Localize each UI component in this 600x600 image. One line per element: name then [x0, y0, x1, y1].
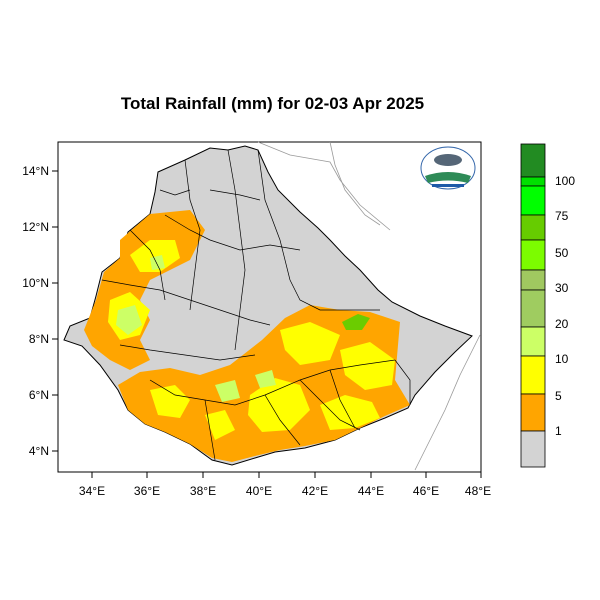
y-tick-label: 14°N [22, 164, 49, 178]
legend-swatch [520, 214, 546, 241]
y-axis: 14°N 12°N 10°N 8°N 6°N 4°N [22, 164, 58, 458]
x-tick-label: 36°E [134, 484, 160, 498]
rainfall-30-50mm [342, 314, 370, 330]
legend-label: 75 [555, 209, 569, 223]
rainfall-5-10mm [108, 240, 395, 440]
legend-swatch [520, 176, 546, 187]
legend-label: 10 [555, 352, 569, 366]
legend-label: 50 [555, 246, 569, 260]
legend-label: 1 [555, 424, 562, 438]
legend-swatch [520, 269, 546, 291]
x-tick-label: 44°E [358, 484, 384, 498]
legend-swatch [520, 393, 546, 432]
color-legend [520, 143, 546, 468]
y-tick-label: 4°N [29, 444, 49, 458]
legend-labels: 100 75 50 30 20 10 5 1 [555, 174, 575, 438]
legend-label: 20 [555, 317, 569, 331]
y-tick-label: 6°N [29, 388, 49, 402]
admin-boundaries [101, 149, 411, 461]
x-tick-label: 46°E [413, 484, 439, 498]
legend-label: 30 [555, 281, 569, 295]
x-tick-label: 34°E [79, 484, 105, 498]
x-axis: 34°E 36°E 38°E 40°E 42°E 44°E 46°E 48°E [79, 472, 491, 498]
x-tick-label: 38°E [190, 484, 216, 498]
page-title: Total Rainfall (mm) for 02-03 Apr 2025 [120, 94, 425, 113]
y-tick-label: 8°N [29, 332, 49, 346]
legend-swatch [520, 289, 546, 328]
legend-swatch [520, 143, 546, 178]
ethiopian-meteorology-institute-logo [420, 146, 476, 190]
y-tick-label: 12°N [22, 220, 49, 234]
legend-swatch [520, 239, 546, 271]
legend-swatch [520, 326, 546, 357]
neighbor-borders [257, 141, 481, 471]
legend-label: 100 [555, 174, 575, 188]
x-tick-label: 40°E [246, 484, 272, 498]
legend-swatch [520, 355, 546, 395]
rainfall-10-20mm [116, 255, 276, 402]
y-tick-label: 10°N [22, 276, 49, 290]
legend-swatch [520, 185, 546, 216]
x-tick-label: 48°E [465, 484, 491, 498]
legend-label: 5 [555, 389, 562, 403]
legend-swatch [520, 430, 546, 468]
map-area [63, 141, 481, 471]
x-tick-label: 42°E [302, 484, 328, 498]
